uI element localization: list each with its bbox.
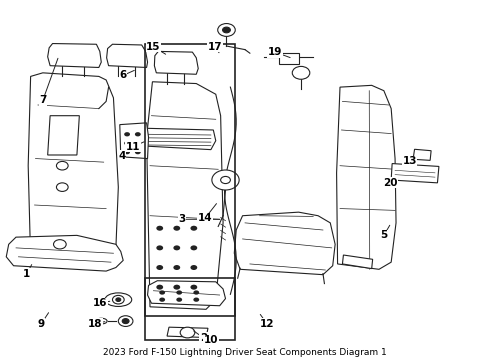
Text: 16: 16 (93, 298, 107, 308)
Polygon shape (413, 149, 431, 160)
Circle shape (156, 226, 163, 231)
Text: 15: 15 (146, 42, 161, 52)
Ellipse shape (96, 318, 107, 324)
Polygon shape (147, 281, 225, 306)
Text: 13: 13 (402, 157, 417, 166)
Polygon shape (343, 255, 373, 269)
Circle shape (118, 316, 133, 327)
Text: 2: 2 (200, 333, 207, 343)
Text: 19: 19 (268, 47, 282, 57)
Text: 17: 17 (207, 42, 222, 52)
Circle shape (173, 246, 180, 250)
Text: 11: 11 (126, 142, 140, 152)
Circle shape (156, 246, 163, 250)
Circle shape (159, 291, 165, 295)
Polygon shape (143, 128, 216, 150)
Polygon shape (6, 235, 123, 271)
Circle shape (194, 297, 199, 302)
Circle shape (191, 246, 197, 250)
Text: 12: 12 (260, 319, 274, 329)
Text: 2023 Ford F-150 Lightning Driver Seat Components Diagram 1: 2023 Ford F-150 Lightning Driver Seat Co… (103, 348, 387, 357)
Circle shape (191, 226, 197, 231)
Circle shape (135, 141, 141, 145)
Bar (145, 44, 235, 316)
Polygon shape (48, 116, 79, 155)
Polygon shape (120, 123, 148, 158)
Circle shape (173, 285, 180, 290)
Text: 5: 5 (380, 230, 388, 240)
Text: 4: 4 (119, 151, 126, 161)
Bar (145, 278, 235, 340)
Text: 10: 10 (204, 335, 218, 345)
Circle shape (124, 141, 130, 145)
Polygon shape (337, 85, 396, 269)
Circle shape (222, 27, 230, 33)
Circle shape (113, 296, 124, 304)
Circle shape (122, 319, 129, 324)
Circle shape (176, 291, 182, 295)
Circle shape (124, 132, 130, 136)
Text: 1: 1 (23, 269, 30, 279)
Circle shape (218, 23, 235, 36)
Circle shape (173, 265, 180, 270)
Polygon shape (234, 212, 335, 275)
Circle shape (159, 297, 165, 302)
Circle shape (220, 176, 230, 184)
Circle shape (180, 327, 195, 338)
Text: 20: 20 (383, 178, 397, 188)
Circle shape (191, 265, 197, 270)
Circle shape (212, 170, 239, 190)
Text: 9: 9 (38, 319, 45, 329)
Circle shape (156, 265, 163, 270)
Polygon shape (154, 51, 198, 74)
Circle shape (191, 285, 197, 290)
Polygon shape (147, 82, 223, 309)
Circle shape (124, 150, 130, 154)
Circle shape (156, 285, 163, 290)
Circle shape (56, 161, 68, 170)
Polygon shape (167, 327, 208, 338)
Circle shape (53, 240, 66, 249)
Polygon shape (107, 44, 147, 67)
Text: 18: 18 (88, 319, 102, 329)
Polygon shape (48, 44, 101, 67)
Text: 14: 14 (198, 213, 212, 223)
Circle shape (135, 150, 141, 154)
Text: 6: 6 (120, 70, 127, 80)
Circle shape (135, 132, 141, 136)
Circle shape (173, 226, 180, 231)
Ellipse shape (105, 293, 132, 306)
Polygon shape (391, 163, 439, 183)
Circle shape (116, 298, 121, 301)
Polygon shape (28, 73, 118, 262)
Circle shape (194, 291, 199, 295)
Text: 7: 7 (39, 95, 47, 105)
Text: 3: 3 (178, 214, 185, 224)
Circle shape (292, 66, 310, 79)
Circle shape (176, 297, 182, 302)
Circle shape (56, 183, 68, 192)
Bar (279, 53, 298, 64)
